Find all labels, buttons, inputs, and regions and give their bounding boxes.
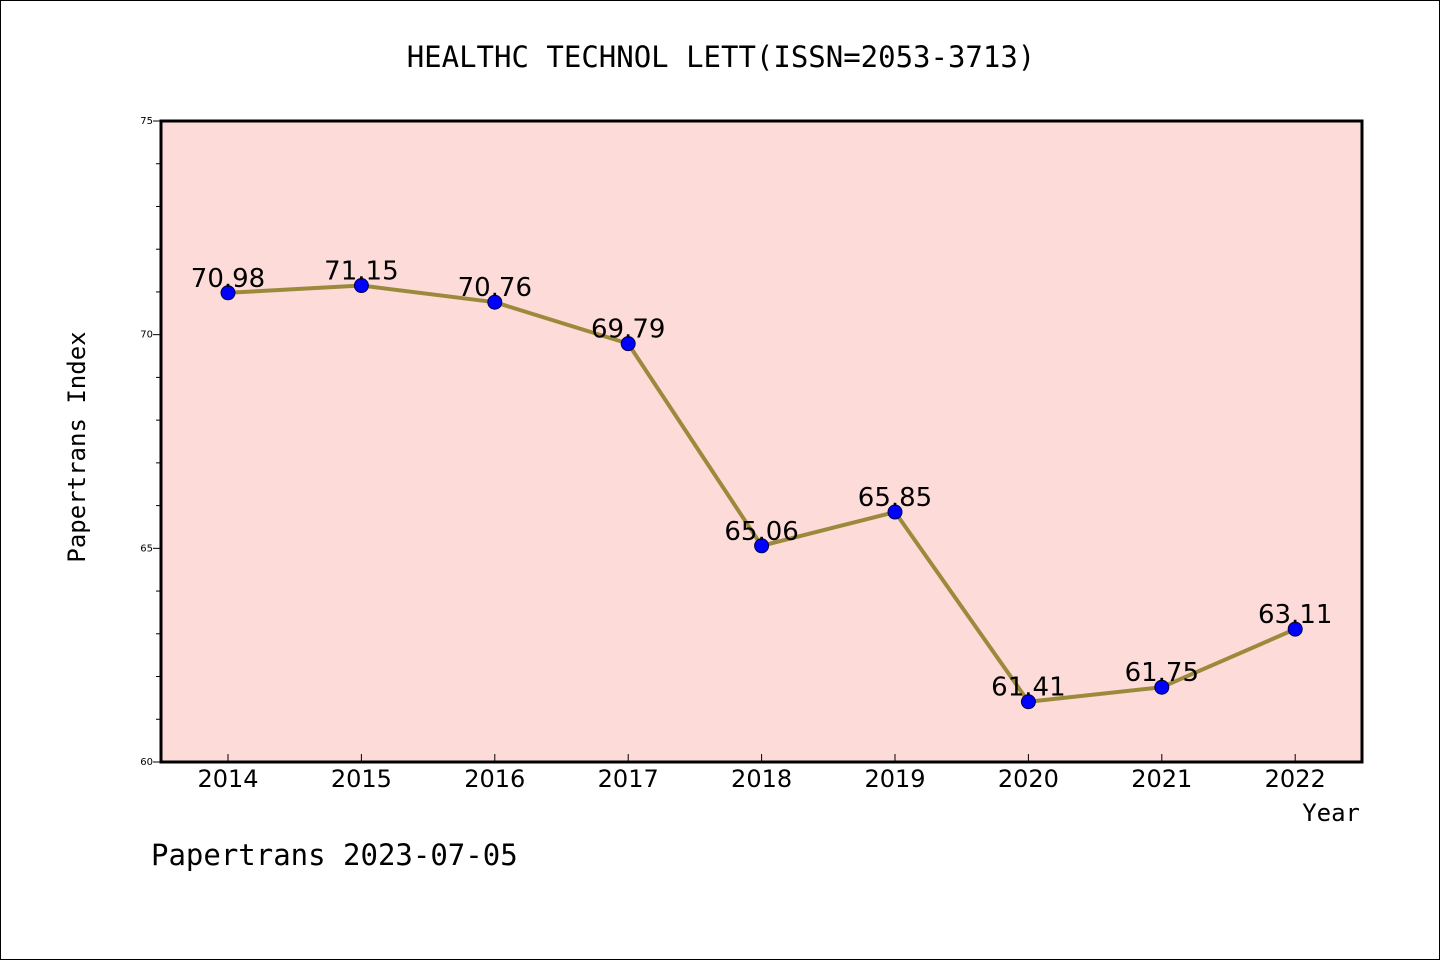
x-axis-label: Year (1302, 799, 1360, 827)
data-label: 61.41 (991, 673, 1065, 703)
x-tick-label: 2019 (864, 765, 925, 793)
x-tick-label: 2018 (731, 765, 792, 793)
data-point (1020, 694, 1036, 710)
data-point (353, 278, 369, 294)
data-label: 70.98 (191, 264, 265, 294)
plot-border (159, 119, 1364, 764)
x-tick-label: 2017 (598, 765, 659, 793)
y-tick-label: 60 (140, 757, 153, 768)
data-label: 61.75 (1125, 658, 1199, 688)
data-label: 71.15 (324, 257, 398, 287)
data-point (487, 294, 503, 310)
y-tick-label: 75 (140, 116, 153, 127)
data-label: 69.79 (591, 315, 665, 345)
x-tick-label: 2022 (1265, 765, 1326, 793)
x-tick-label: 2016 (464, 765, 525, 793)
data-point (620, 336, 636, 352)
y-axis-label: Papertrans Index (63, 331, 91, 562)
footer-credit: Papertrans 2023-07-05 (151, 838, 518, 872)
data-label: 63.11 (1258, 600, 1332, 630)
data-label: 65.06 (724, 517, 798, 547)
x-tick-label: 2015 (331, 765, 392, 793)
y-tick-label: 65 (140, 543, 153, 554)
y-axis: 60 65 70 75 (140, 116, 161, 768)
data-point (1287, 621, 1303, 637)
data-point (754, 538, 770, 554)
data-point (220, 285, 236, 301)
x-tick-label: 2014 (197, 765, 258, 793)
data-point (1154, 679, 1170, 695)
data-point (887, 504, 903, 520)
x-axis: 2014 2015 2016 2017 2018 2019 2020 2021 2022 (197, 754, 1326, 793)
data-labels: 70.98 71.15 70.76 69.79 65.06 65.85 61.41 61.75… (191, 257, 1333, 703)
plot-area (161, 121, 1362, 762)
chart-title: HEALTHC TECHNOL LETT(ISSN=2053-3713) (407, 40, 1036, 74)
x-tick-label: 2021 (1131, 765, 1192, 793)
data-markers (220, 278, 1303, 710)
data-label: 70.76 (458, 273, 532, 303)
data-label: 65.85 (858, 483, 932, 513)
x-tick-label: 2020 (998, 765, 1059, 793)
y-tick-label: 70 (140, 330, 153, 341)
